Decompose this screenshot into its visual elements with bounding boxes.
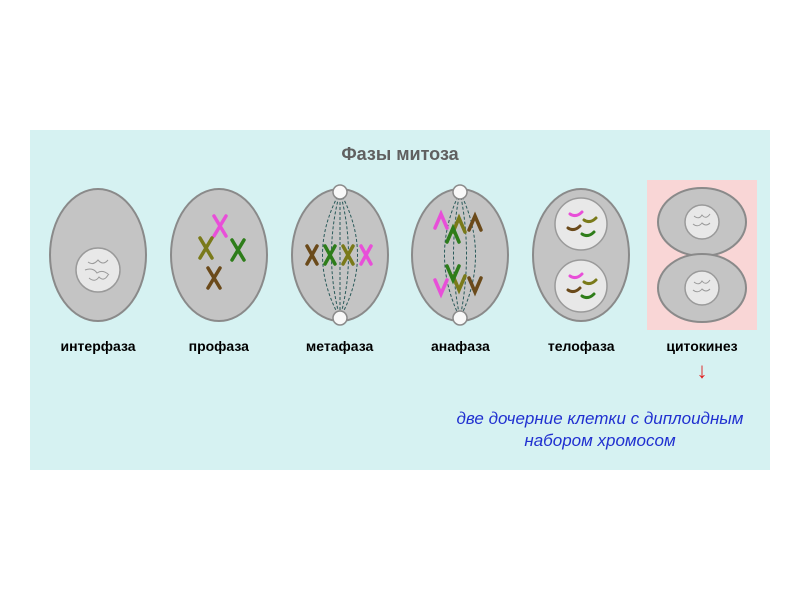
cell-prophase: [164, 180, 274, 330]
label-anaphase: анафаза: [431, 338, 490, 354]
phase-prophase: профаза: [161, 180, 277, 384]
interphase-svg: [43, 180, 153, 330]
cell-anaphase: [405, 180, 515, 330]
phase-row: интерфаза: [40, 180, 760, 384]
anaphase-svg: [405, 180, 515, 330]
diagram-title: Фазы митоза: [30, 144, 770, 165]
cell-telophase: [526, 180, 636, 330]
arrow-down-icon: ↓: [696, 358, 707, 384]
phase-cytokinesis: цитокинез ↓: [644, 180, 760, 384]
cell-metaphase: [285, 180, 395, 330]
label-interphase: интерфаза: [60, 338, 135, 354]
prophase-svg: [164, 180, 274, 330]
label-prophase: профаза: [189, 338, 249, 354]
cell-interphase: [43, 180, 153, 330]
telophase-svg: [526, 180, 636, 330]
diagram-panel: Фазы митоза интерфаза: [30, 130, 770, 470]
phase-metaphase: метафаза: [282, 180, 398, 384]
label-telophase: телофаза: [548, 338, 615, 354]
phase-interphase: интерфаза: [40, 180, 156, 384]
label-cytokinesis: цитокинез: [666, 338, 737, 354]
cytokinesis-svg: [647, 180, 757, 330]
cell-cytokinesis: [647, 180, 757, 330]
metaphase-svg: [285, 180, 395, 330]
phase-telophase: телофаза: [523, 180, 639, 384]
label-metaphase: метафаза: [306, 338, 373, 354]
phase-anaphase: анафаза: [402, 180, 518, 384]
result-caption: две дочерние клетки с диплоидным набором…: [450, 408, 750, 452]
